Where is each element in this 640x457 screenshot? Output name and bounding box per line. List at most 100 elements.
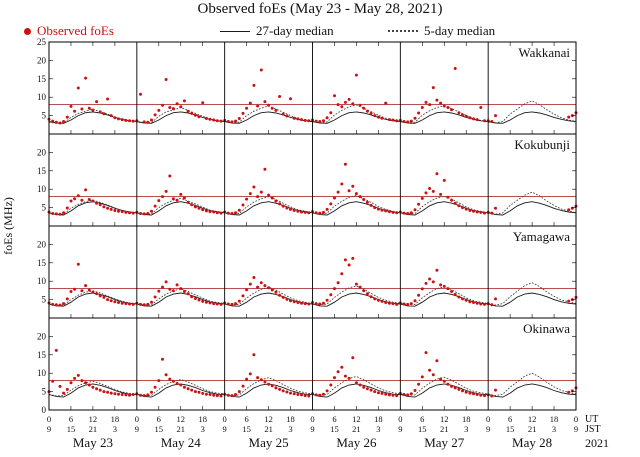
observed-dots [47, 348, 578, 398]
year-label: 2021 [585, 436, 609, 450]
svg-text:15: 15 [37, 350, 47, 360]
svg-text:15: 15 [418, 424, 427, 434]
svg-text:21: 21 [264, 424, 273, 434]
svg-text:15: 15 [506, 424, 515, 434]
y-axis-labels: 5 10 15 20 25 5 10 15 20 5 10 15 20 5 10 15 20 0 foEs (MHz… [1, 37, 47, 415]
svg-text:21: 21 [440, 424, 449, 434]
day-label: May 27 [424, 435, 465, 450]
svg-text:15: 15 [242, 424, 251, 434]
legend-label-27day: 27-day median [256, 23, 334, 38]
svg-text:9: 9 [310, 424, 314, 434]
svg-text:9: 9 [486, 424, 490, 434]
svg-text:5: 5 [42, 203, 47, 213]
svg-text:18: 18 [286, 414, 295, 424]
day-label: May 26 [336, 435, 377, 450]
svg-text:0: 0 [223, 414, 227, 424]
svg-text:10: 10 [37, 92, 47, 102]
svg-text:3: 3 [113, 424, 117, 434]
station-label: Wakkanai [518, 45, 570, 60]
svg-text:9: 9 [398, 424, 402, 434]
y-axis-title: foEs (MHz) [1, 197, 15, 255]
svg-text:3: 3 [376, 424, 380, 434]
svg-text:6: 6 [69, 414, 73, 424]
observed-dots [47, 256, 578, 307]
svg-text:18: 18 [111, 414, 120, 424]
legend-item-27day-median: 27-day median [220, 23, 334, 39]
svg-text:5: 5 [42, 387, 47, 397]
svg-text:25: 25 [37, 37, 47, 47]
svg-text:15: 15 [155, 424, 164, 434]
station-label: Okinawa [523, 321, 570, 336]
svg-text:20: 20 [37, 331, 47, 341]
svg-text:15: 15 [67, 424, 76, 434]
svg-text:6: 6 [420, 414, 424, 424]
svg-text:21: 21 [177, 424, 186, 434]
legend-item-5day-median: 5-day median [388, 23, 495, 39]
svg-text:6: 6 [332, 414, 336, 424]
svg-text:0: 0 [486, 414, 490, 424]
svg-text:9: 9 [47, 424, 51, 434]
jst-label: JST [585, 424, 601, 435]
chart-title: Observed foEs (May 23 - May 28, 2021) [197, 1, 443, 17]
solid-line-marker-icon [220, 30, 250, 32]
svg-text:15: 15 [37, 166, 47, 176]
svg-text:6: 6 [245, 414, 249, 424]
svg-text:9: 9 [574, 424, 578, 434]
dotted-line-marker-icon [388, 30, 418, 32]
x-axis-labels: 0961512211830961512211830961512211830961… [47, 414, 609, 450]
svg-text:5: 5 [42, 295, 47, 305]
legend-label-5day: 5-day median [424, 23, 496, 38]
svg-text:10: 10 [37, 368, 47, 378]
legend-item-observed: Observed foEs [24, 23, 114, 39]
day-label: May 24 [161, 435, 202, 450]
day-label: May 28 [512, 435, 552, 450]
svg-text:0: 0 [398, 414, 402, 424]
svg-text:12: 12 [264, 414, 273, 424]
svg-text:15: 15 [330, 424, 339, 434]
svg-text:12: 12 [528, 414, 537, 424]
day-label: May 23 [73, 435, 113, 450]
svg-text:0: 0 [574, 414, 578, 424]
svg-text:20: 20 [37, 239, 47, 249]
svg-text:21: 21 [89, 424, 98, 434]
svg-text:6: 6 [508, 414, 512, 424]
day-label: May 25 [249, 435, 289, 450]
svg-text:0: 0 [135, 414, 139, 424]
svg-text:3: 3 [201, 424, 205, 434]
svg-text:18: 18 [374, 414, 383, 424]
svg-text:12: 12 [89, 414, 98, 424]
legend-label-observed: Observed foEs [37, 23, 114, 38]
svg-text:20: 20 [37, 147, 47, 157]
svg-text:0: 0 [42, 405, 47, 415]
svg-text:0: 0 [310, 414, 314, 424]
station-label: Yamagawa [513, 229, 570, 244]
svg-text:15: 15 [37, 74, 47, 84]
svg-text:12: 12 [177, 414, 186, 424]
svg-text:3: 3 [464, 424, 468, 434]
observed-dots [47, 67, 578, 125]
svg-text:12: 12 [352, 414, 361, 424]
svg-text:6: 6 [157, 414, 161, 424]
svg-text:12: 12 [440, 414, 449, 424]
svg-text:20: 20 [37, 55, 47, 65]
ut-label: UT [585, 414, 598, 425]
station-label: Kokubunji [514, 137, 570, 152]
svg-text:21: 21 [352, 424, 361, 434]
svg-text:3: 3 [288, 424, 292, 434]
svg-text:9: 9 [223, 424, 227, 434]
svg-text:5: 5 [42, 111, 47, 121]
red-dot-marker-icon [24, 27, 31, 35]
svg-text:18: 18 [462, 414, 471, 424]
svg-text:21: 21 [528, 424, 537, 434]
svg-text:10: 10 [37, 276, 47, 286]
svg-text:9: 9 [135, 424, 139, 434]
svg-text:18: 18 [198, 414, 207, 424]
svg-text:18: 18 [550, 414, 559, 424]
svg-text:3: 3 [552, 424, 556, 434]
svg-text:10: 10 [37, 184, 47, 194]
svg-text:0: 0 [47, 414, 51, 424]
axes-frame [48, 41, 577, 411]
svg-text:15: 15 [37, 258, 47, 268]
